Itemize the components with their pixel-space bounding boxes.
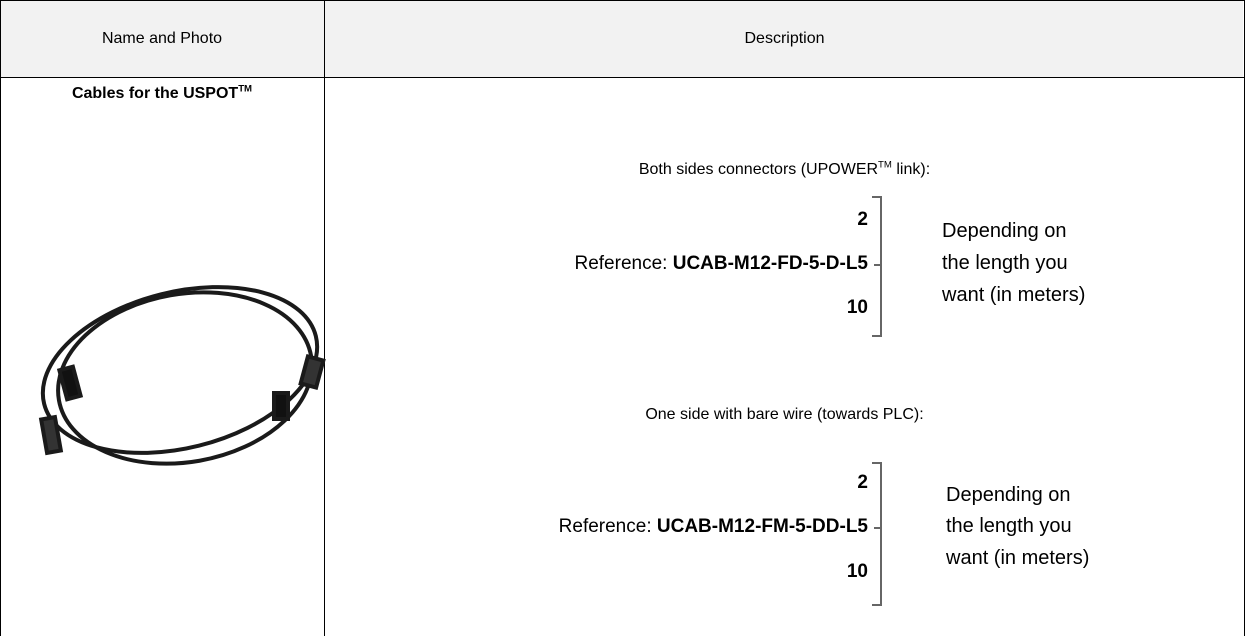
cable-photo <box>38 285 326 466</box>
note-line: want (in meters) <box>946 547 1090 569</box>
length-min: 2 <box>857 209 868 230</box>
note-line: Depending on <box>942 220 1067 242</box>
length-max: 10 <box>846 561 868 582</box>
header-bg <box>1 1 1243 77</box>
reference-line: Reference: UCAB-M12-FD-5-D-L5 <box>574 253 868 275</box>
heading-text: Both sides connectors (UPOWER <box>638 161 879 178</box>
column-header: Description <box>744 30 825 47</box>
product-name-text: Cables for the USPOT <box>71 85 239 102</box>
reference-line: Reference: UCAB-M12-FM-5-DD-L5 <box>559 516 868 538</box>
note-line: want (in meters) <box>942 284 1086 306</box>
product-name: Cables for the USPOTTM <box>0 83 324 103</box>
brackets <box>872 196 882 606</box>
trademark: TM <box>878 159 892 171</box>
length-min: 2 <box>857 472 868 493</box>
note-line: the length you <box>946 515 1072 537</box>
reference-label: Reference: <box>558 516 657 537</box>
note-line: Depending on <box>946 484 1071 506</box>
column-header: Name and Photo <box>101 30 223 47</box>
reference-label: Reference: <box>574 253 673 274</box>
trademark: TM <box>238 83 253 95</box>
note-line: the length you <box>942 252 1068 274</box>
option-heading: Both sides connectors (UPOWERTM link): <box>325 159 1244 179</box>
heading-text: link): <box>891 161 931 178</box>
length-max: 10 <box>846 297 868 318</box>
reference-code: UCAB-M12-FD-5-D-L5 <box>672 253 868 274</box>
reference-code: UCAB-M12-FM-5-DD-L5 <box>656 516 868 537</box>
option-heading: One side with bare wire (towards PLC): <box>645 406 924 423</box>
